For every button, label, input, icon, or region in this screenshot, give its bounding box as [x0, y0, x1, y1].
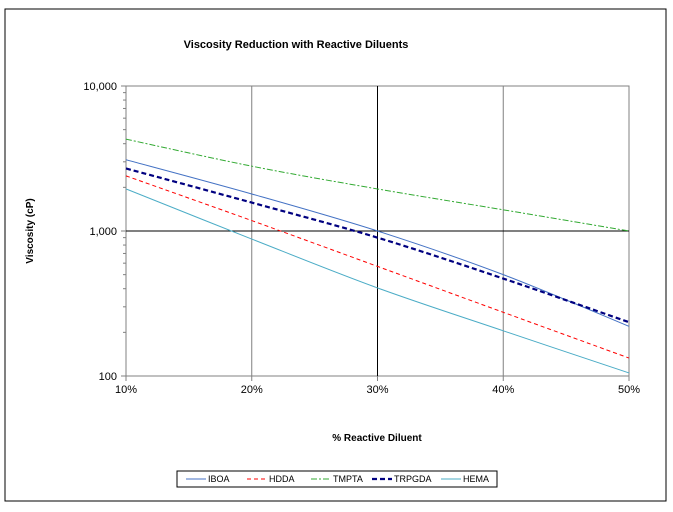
series-layer	[125, 138, 630, 374]
series-line-iboa	[125, 159, 630, 327]
x-tick-label: 40%	[492, 384, 514, 396]
legend-label-hdda: HDDA	[269, 474, 295, 484]
x-tick-label: 30%	[366, 384, 388, 396]
legend-label-trpgda: TRPGDA	[394, 474, 432, 484]
y-axis-label: Viscosity (cP)	[25, 198, 36, 263]
y-tick-label: 1,000	[89, 226, 117, 238]
tick-layer: 100 1,000 10,000 10% 20% 30% 40% 50%	[83, 81, 640, 396]
x-tick-label: 50%	[618, 384, 640, 396]
chart-title: Viscosity Reduction with Reactive Diluen…	[184, 39, 409, 51]
legend-label-tmpta: TMPTA	[333, 474, 363, 484]
series-line-trpgda	[125, 167, 630, 324]
y-tick-label: 100	[99, 371, 117, 383]
legend-box	[176, 470, 498, 488]
y-tick-label: 10,000	[83, 81, 117, 93]
x-axis-label: % Reactive Diluent	[332, 433, 422, 444]
x-tick-label: 20%	[241, 384, 263, 396]
legend: IBOA HDDA TMPTA TRPGDA HEMA	[176, 470, 498, 488]
series-line-tmpta	[125, 138, 630, 232]
legend-label-iboa: IBOA	[208, 474, 230, 484]
legend-label-hema: HEMA	[463, 474, 489, 484]
series-line-hema	[125, 188, 630, 374]
series-line-hdda	[125, 175, 630, 359]
x-tick-label: 10%	[115, 384, 137, 396]
